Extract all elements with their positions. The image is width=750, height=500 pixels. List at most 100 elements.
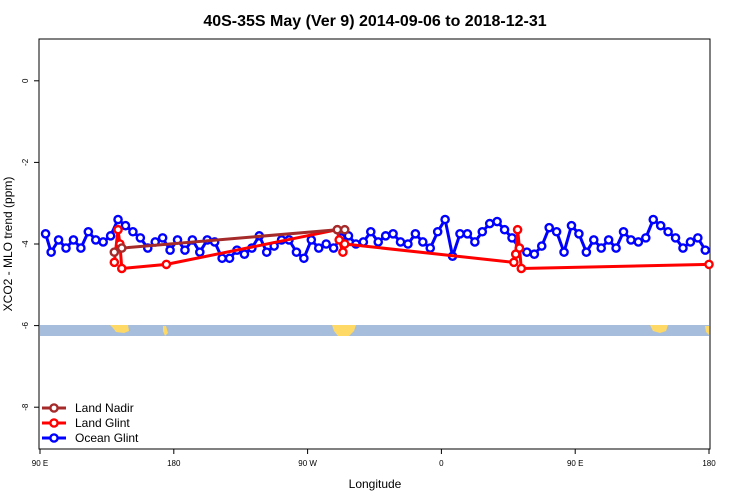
data-point (559, 247, 569, 257)
legend-item: Land Glint (42, 416, 130, 430)
data-point (522, 247, 532, 257)
data-point (685, 237, 696, 247)
data-point (306, 235, 317, 245)
data-point (116, 263, 127, 274)
data-point (514, 243, 525, 253)
data-point (574, 228, 584, 239)
data-point (529, 249, 540, 259)
data-point (195, 247, 205, 257)
data-point (410, 228, 421, 239)
data-point (46, 247, 56, 257)
data-point (113, 214, 123, 225)
data-point (113, 224, 123, 235)
x-tick-label: 0 (439, 459, 444, 468)
legend-marker (49, 433, 59, 443)
chart-title: 40S-35S May (Ver 9) 2014-09-06 to 2018-1… (203, 13, 546, 30)
data-point (509, 257, 519, 268)
data-point (373, 237, 384, 247)
data-point (339, 224, 350, 235)
data-point (332, 224, 343, 235)
data-point (239, 249, 250, 259)
data-point (499, 224, 510, 235)
data-point (135, 233, 146, 243)
data-point (603, 235, 614, 245)
data-point (516, 263, 527, 274)
data-point (470, 237, 480, 247)
land-australia (110, 325, 129, 333)
data-point (693, 233, 703, 243)
data-point (544, 222, 554, 233)
data-point (611, 243, 621, 253)
data-point (670, 233, 681, 243)
x-tick-label: 90 E (567, 459, 583, 468)
data-point (566, 220, 577, 231)
data-point (395, 237, 406, 247)
data-point (641, 233, 651, 243)
land-south-america (332, 325, 356, 336)
x-tick-label: 90 W (298, 459, 317, 468)
data-point (626, 235, 636, 245)
data-point (180, 245, 190, 255)
legend-marker (49, 403, 59, 413)
data-point (76, 243, 86, 253)
data-point (61, 243, 71, 253)
data-point (484, 218, 495, 229)
data-point (663, 226, 673, 237)
data-point (633, 237, 644, 247)
data-point (380, 231, 391, 241)
data-point (700, 245, 711, 255)
x-tick-label: 90 E (32, 459, 48, 468)
data-point (432, 226, 443, 237)
data-point (536, 241, 547, 251)
data-point (477, 226, 488, 237)
legend-marker (49, 418, 59, 428)
land-map-strip (40, 325, 709, 336)
data-point (492, 216, 502, 227)
y-tick-label: -6 (21, 321, 30, 329)
ocean-band (40, 325, 709, 336)
data-point (418, 237, 428, 247)
y-axis: 0 -2 -4 -6 -8 (21, 78, 39, 411)
data-point (128, 226, 138, 237)
x-axis: 90 E 180 90 W 0 90 E 180 (32, 449, 716, 468)
data-point (313, 243, 324, 253)
data-point (161, 259, 172, 270)
data-point (217, 253, 227, 264)
data-point (105, 231, 116, 241)
y-tick-label: 0 (21, 78, 30, 83)
data-point (165, 245, 175, 255)
data-point (328, 243, 339, 253)
data-point (98, 237, 108, 247)
data-point (157, 233, 168, 243)
data-point (388, 228, 398, 239)
legend-label: Ocean Glint (75, 431, 139, 445)
data-point (551, 226, 562, 237)
data-point (224, 253, 235, 264)
data-point (116, 243, 127, 253)
land-new-zealand-repeat (705, 326, 709, 335)
data-point (339, 239, 350, 249)
x-axis-label: Longitude (349, 477, 402, 491)
data-point (678, 243, 688, 253)
legend-label: Land Glint (75, 416, 130, 430)
data-point (291, 247, 302, 257)
data-point (455, 228, 465, 239)
data-point (581, 247, 592, 257)
legend-item: Ocean Glint (42, 431, 139, 445)
data-point (90, 235, 101, 245)
y-tick-label: -8 (21, 403, 30, 411)
x-tick-label: 180 (167, 459, 181, 468)
series-layer (40, 214, 714, 274)
data-point (338, 247, 348, 257)
data-point (618, 226, 629, 237)
data-point (403, 239, 413, 249)
legend-label: Land Nadir (75, 401, 134, 415)
data-point (462, 228, 473, 239)
data-point (507, 233, 517, 243)
x-tick-label: 180 (702, 459, 716, 468)
y-axis-label: XCO2 - MLO trend (ppm) (1, 177, 15, 312)
y-tick-label: -4 (21, 240, 30, 248)
land-new-zealand (163, 326, 168, 336)
y-tick-label: -2 (21, 158, 30, 166)
